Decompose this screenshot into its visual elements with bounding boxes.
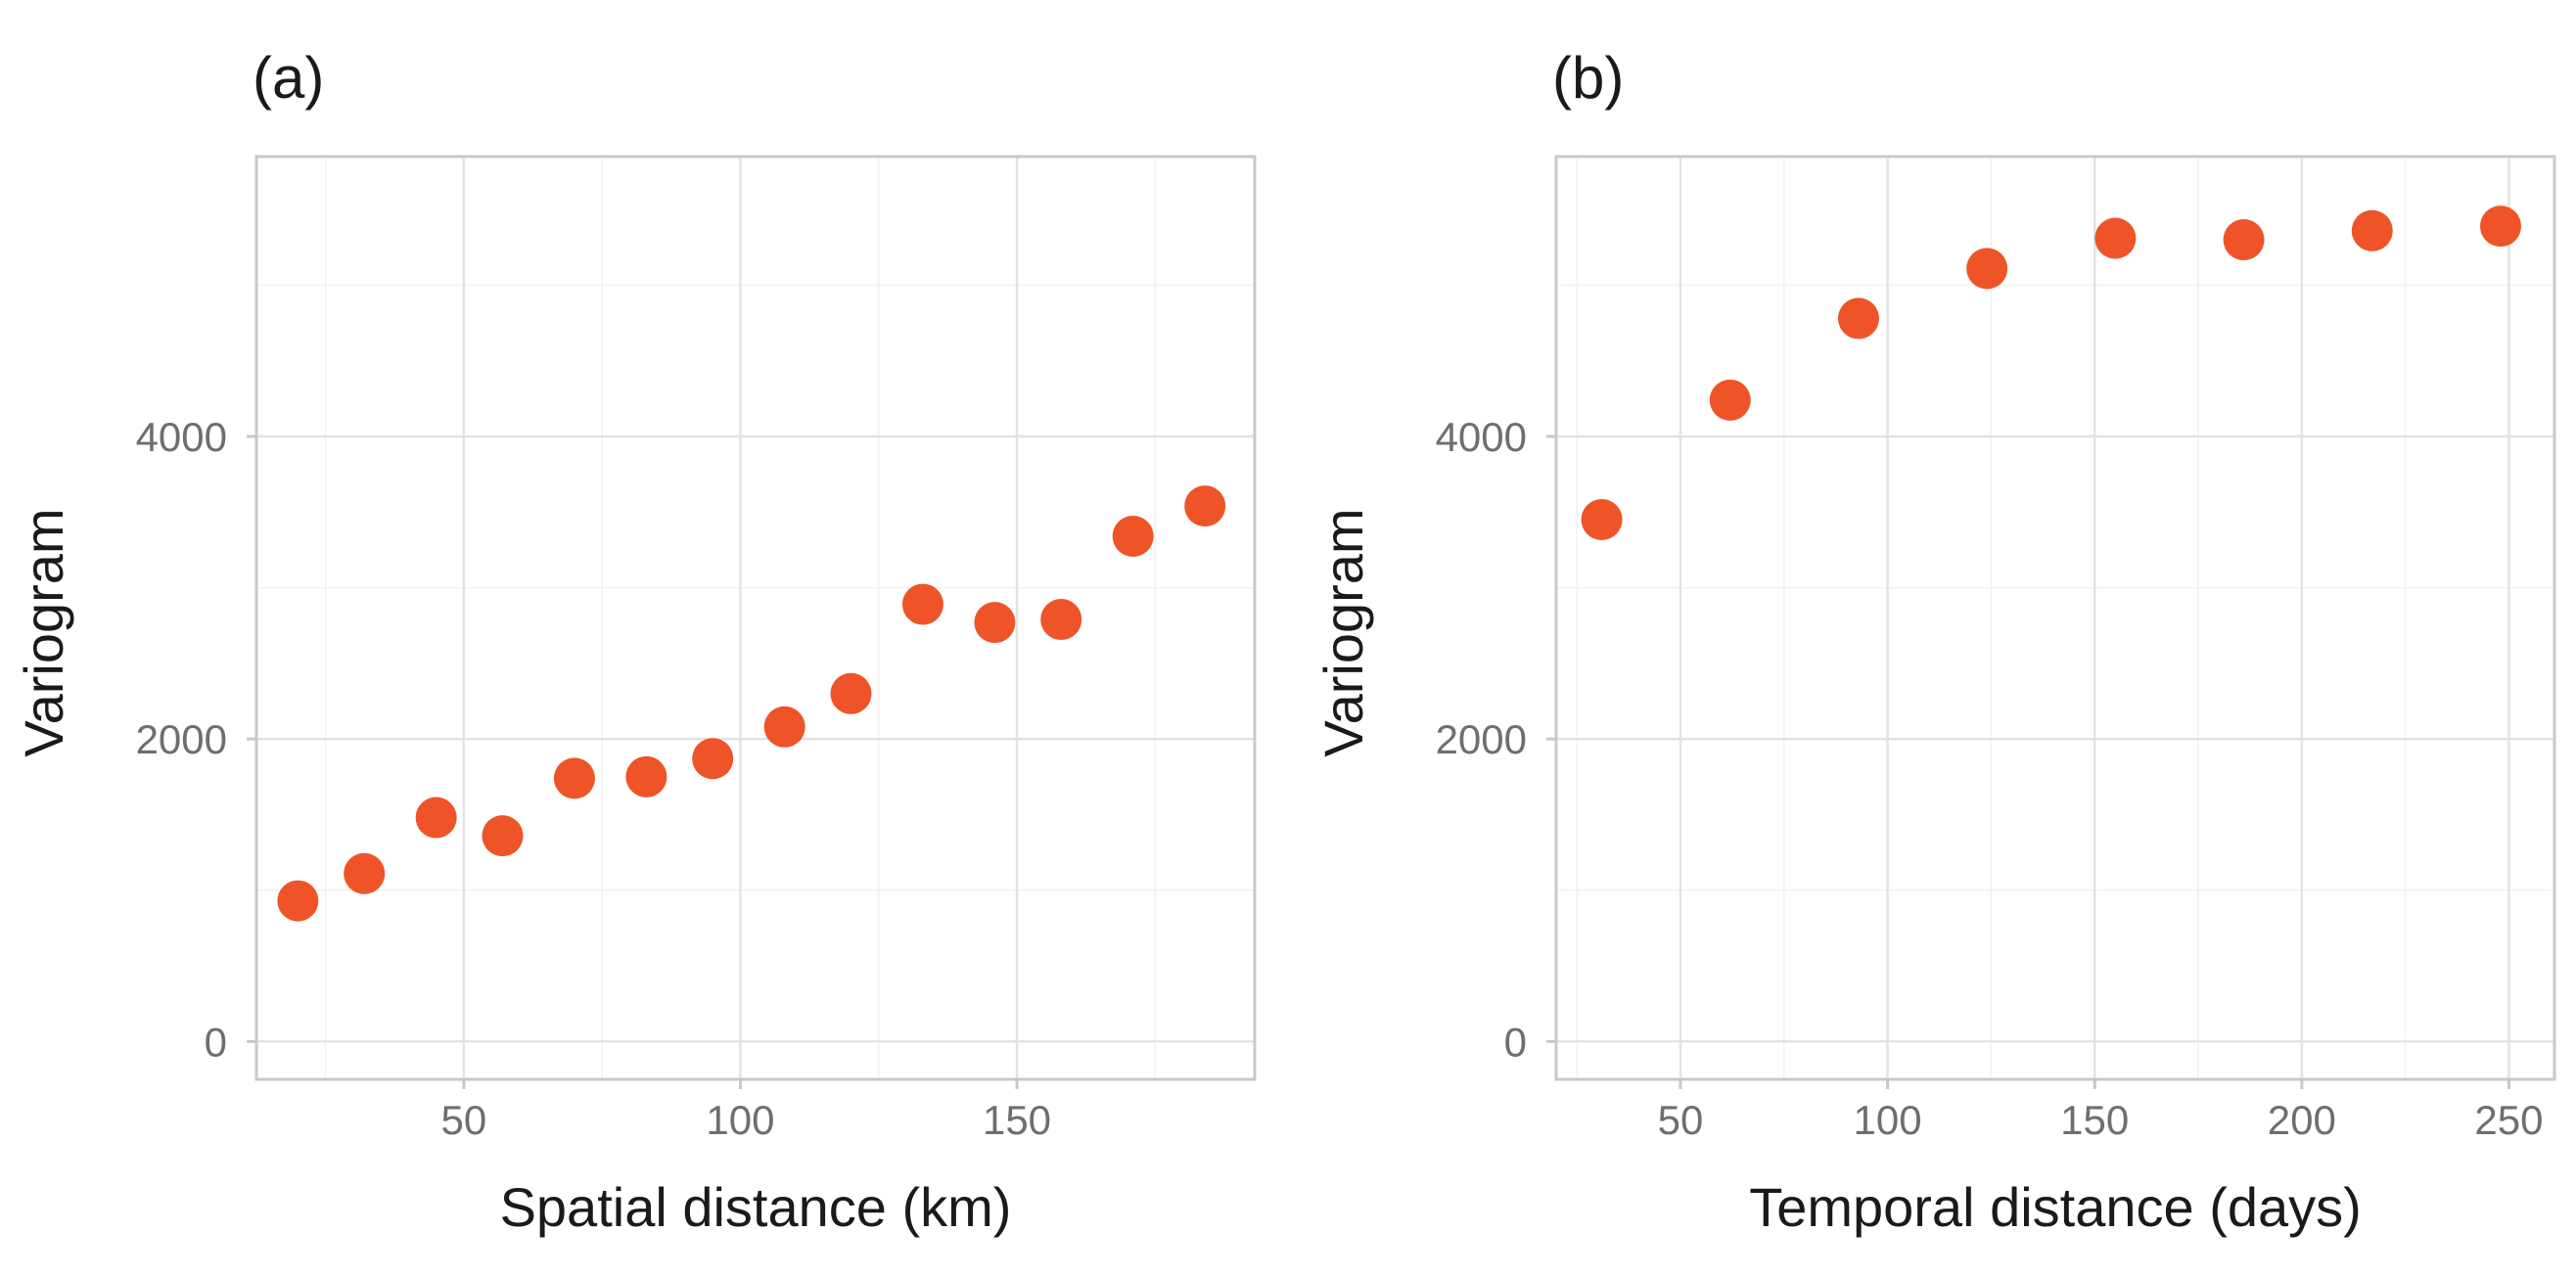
data-point [1966,248,2008,290]
y-tick-label: 4000 [136,414,227,460]
data-point [974,602,1016,644]
panel-border [254,155,1257,1081]
panel-b: 50 100 150 200 250 0 2000 4000 (b) Temporal dista… [1312,45,2556,1238]
data-point [2479,205,2521,248]
x-tick-label: 100 [706,1097,774,1143]
x-axis-title: Spatial distance (km) [500,1176,1012,1238]
panel-border [1554,155,2556,1081]
x-tick-label: 50 [1658,1097,1704,1143]
y-axis-title: Variogram [13,508,74,756]
y-tick-label: 0 [205,1019,227,1065]
x-tick-label: 250 [2474,1097,2543,1143]
panel-a: 50 100 150 0 2000 4000 (a) Spatial distance (km… [13,45,1257,1238]
y-axis-title: Variogram [1312,508,1374,756]
y-tick-label: 2000 [1436,716,1527,762]
data-point [1837,297,1879,340]
x-tick-label: 200 [2268,1097,2336,1143]
data-point [1184,485,1226,527]
data-point [1112,516,1154,558]
data-point [830,672,872,714]
data-point [1709,379,1751,421]
panel-label: (a) [253,45,324,111]
data-point [692,738,734,780]
y-tick-label: 2000 [136,716,227,762]
data-point [415,797,457,839]
y-tick-label: 0 [1504,1019,1527,1065]
x-axis-title: Temporal distance (days) [1749,1176,2362,1238]
data-point [2351,209,2393,251]
data-point [763,706,805,748]
data-point [1040,599,1082,641]
x-tick-label: 100 [1854,1097,1922,1143]
data-point [625,755,667,798]
data-point [2094,217,2137,259]
x-tick-label: 150 [983,1097,1051,1143]
data-point [1581,499,1623,541]
data-point [277,880,319,922]
x-tick-label: 50 [441,1097,487,1143]
y-tick-label: 4000 [1436,414,1527,460]
data-point [2223,219,2265,261]
data-point [901,583,943,625]
panel-label: (b) [1552,45,1624,111]
data-point [344,852,386,894]
x-tick-label: 150 [2060,1097,2129,1143]
data-point [482,815,524,857]
data-point [553,757,595,799]
